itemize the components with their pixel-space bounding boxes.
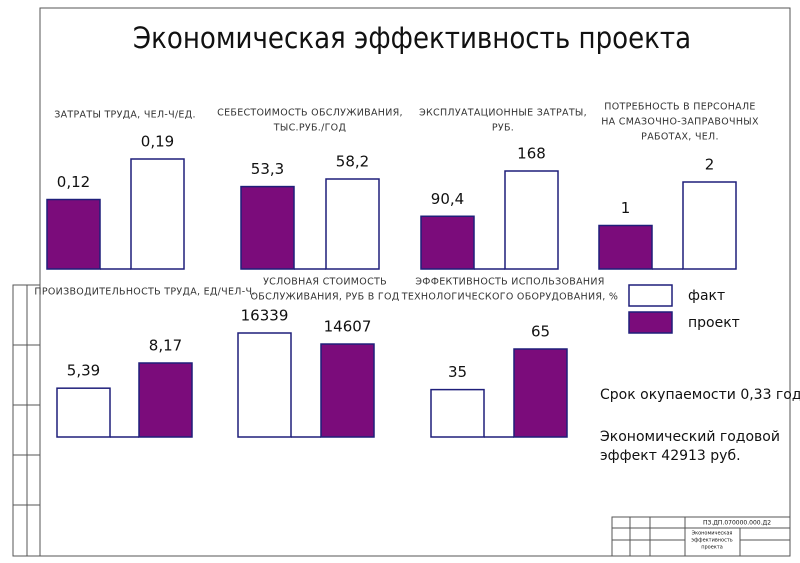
stamp-code: ПЗ.ДП.070000.000.Д2 xyxy=(703,520,771,527)
bar xyxy=(46,198,101,270)
chart-title: НА СМАЗОЧНО-ЗАПРАВОЧНЫХ xyxy=(601,117,759,128)
note: Срок окупаемости 0,33 года xyxy=(600,387,800,403)
page-title: Экономическая эффективность проекта xyxy=(133,21,691,55)
value-label: 5,39 xyxy=(67,362,100,380)
chart-title: ЗАТРАТЫ ТРУДА, ЧЕЛ-Ч/ЕД. xyxy=(54,110,196,121)
chart-title: РУБ. xyxy=(492,123,514,134)
chart-title: ЭФФЕКТИВНОСТЬ ИСПОЛЬЗОВАНИЯ xyxy=(415,277,604,288)
legend-swatch xyxy=(628,284,673,307)
value-label: 53,3 xyxy=(251,160,284,178)
value-label: 16339 xyxy=(241,307,289,325)
chart-title: ПРОИЗВОДИТЕЛЬНОСТЬ ТРУДА, ЕД/ЧЕЛ-Ч. xyxy=(34,287,255,298)
chart-title: УСЛОВНАЯ СТОИМОСТЬ xyxy=(263,277,387,288)
bar xyxy=(325,178,380,270)
stamp-name: Экономическая xyxy=(692,531,733,537)
legend-label: проект xyxy=(688,315,740,331)
chart-title: РАБОТАХ, ЧЕЛ. xyxy=(641,132,719,143)
bar xyxy=(420,215,475,270)
value-label: 65 xyxy=(531,323,550,341)
title-block: ПЗ.ДП.070000.000.Д2 Экономическая эффект… xyxy=(611,516,791,557)
value-label: 14607 xyxy=(324,318,372,336)
bar xyxy=(513,348,568,438)
value-label: 168 xyxy=(517,145,546,163)
legend-swatch xyxy=(628,311,673,334)
bar xyxy=(682,181,737,270)
side-strip xyxy=(12,284,41,557)
legend-label: факт xyxy=(688,288,725,304)
note: эффект 42913 руб. xyxy=(600,448,741,464)
value-label: 8,17 xyxy=(149,337,182,355)
value-label: 35 xyxy=(448,363,467,381)
bar xyxy=(56,387,111,438)
chart-title: ОБСЛУЖИВАНИЯ, РУБ В ГОД xyxy=(251,292,400,303)
value-label: 0,19 xyxy=(141,133,174,151)
bar xyxy=(240,185,295,270)
chart-title: ТЕХНОЛОГИЧЕСКОГО ОБОРУДОВАНИЯ, % xyxy=(401,292,619,303)
note: Экономический годовой xyxy=(600,429,780,445)
stamp-name: эффективность xyxy=(691,538,732,544)
chart-title: ТЫС.РУБ./ГОД xyxy=(273,123,346,134)
bar xyxy=(430,388,485,438)
chart-title: СЕБЕСТОИМОСТЬ ОБСЛУЖИВАНИЯ, xyxy=(217,108,403,119)
bar xyxy=(598,224,653,270)
frame xyxy=(39,7,791,557)
chart-title: ЭКСПЛУАТАЦИОННЫЕ ЗАТРАТЫ, xyxy=(419,108,587,119)
bar xyxy=(504,170,559,270)
value-label: 1 xyxy=(621,199,631,217)
bar xyxy=(130,158,185,270)
chart-title: ПОТРЕБНОСТЬ В ПЕРСОНАЛЕ xyxy=(604,102,755,113)
bar xyxy=(320,343,375,438)
bar xyxy=(138,362,193,438)
value-label: 58,2 xyxy=(336,153,369,171)
bar xyxy=(237,332,292,438)
value-label: 90,4 xyxy=(431,190,464,208)
value-label: 2 xyxy=(705,156,715,174)
stamp-name: проекта xyxy=(701,545,723,551)
value-label: 0,12 xyxy=(57,173,90,191)
